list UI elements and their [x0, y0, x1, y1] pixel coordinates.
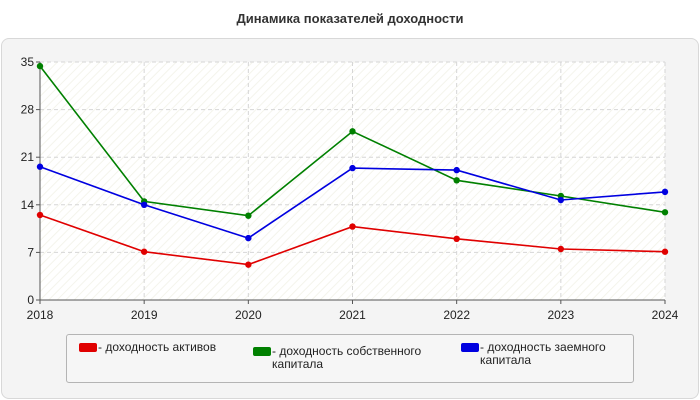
x-tick-label: 2022: [443, 308, 470, 322]
y-tick-label: 14: [21, 198, 35, 212]
data-point: [349, 128, 356, 135]
chart-title: Динамика показателей доходности: [236, 11, 464, 26]
data-point: [36, 163, 44, 170]
data-point: [661, 188, 669, 196]
data-point: [557, 245, 565, 253]
data-point: [36, 211, 44, 219]
data-point: [245, 234, 252, 242]
x-tick-label: 2020: [235, 308, 262, 322]
legend-label-assets: - доходность активов: [98, 340, 217, 354]
data-point: [36, 62, 44, 70]
data-point: [557, 196, 565, 204]
legend: - доходность активов - доходность собств…: [66, 334, 634, 383]
x-tick-label: 2018: [27, 308, 54, 322]
y-tick-label: 28: [21, 103, 35, 117]
data-point: [661, 248, 669, 255]
y-tick-label: 0: [27, 293, 34, 307]
axes: 0 7 14 21 28 35 2018 2019 2020 2021 2022 2023 2024: [21, 55, 679, 322]
legend-label-equity: - доходность собственного капитала: [272, 344, 422, 371]
x-tick-label: 2023: [547, 308, 574, 322]
data-point: [349, 164, 356, 172]
data-point: [453, 166, 460, 174]
legend-label-debt: - доходность заемного капитала: [480, 340, 606, 367]
data-point: [140, 201, 148, 208]
data-point: [140, 248, 148, 255]
y-tick-label: 21: [21, 150, 35, 164]
legend-swatch-debt: [461, 343, 479, 352]
series-group: [36, 62, 669, 268]
legend-swatch-equity: [253, 347, 271, 356]
data-point: [661, 209, 669, 216]
y-tick-label: 35: [21, 55, 35, 69]
legend-swatch-assets: [79, 343, 97, 352]
data-point: [453, 177, 460, 184]
data-point: [245, 261, 252, 268]
x-tick-label: 2024: [652, 308, 679, 322]
data-point: [245, 212, 252, 219]
y-tick-label: 7: [27, 245, 34, 259]
data-point: [349, 223, 356, 230]
x-tick-label: 2019: [131, 308, 158, 322]
data-point: [453, 235, 460, 242]
x-tick-label: 2021: [339, 308, 366, 322]
